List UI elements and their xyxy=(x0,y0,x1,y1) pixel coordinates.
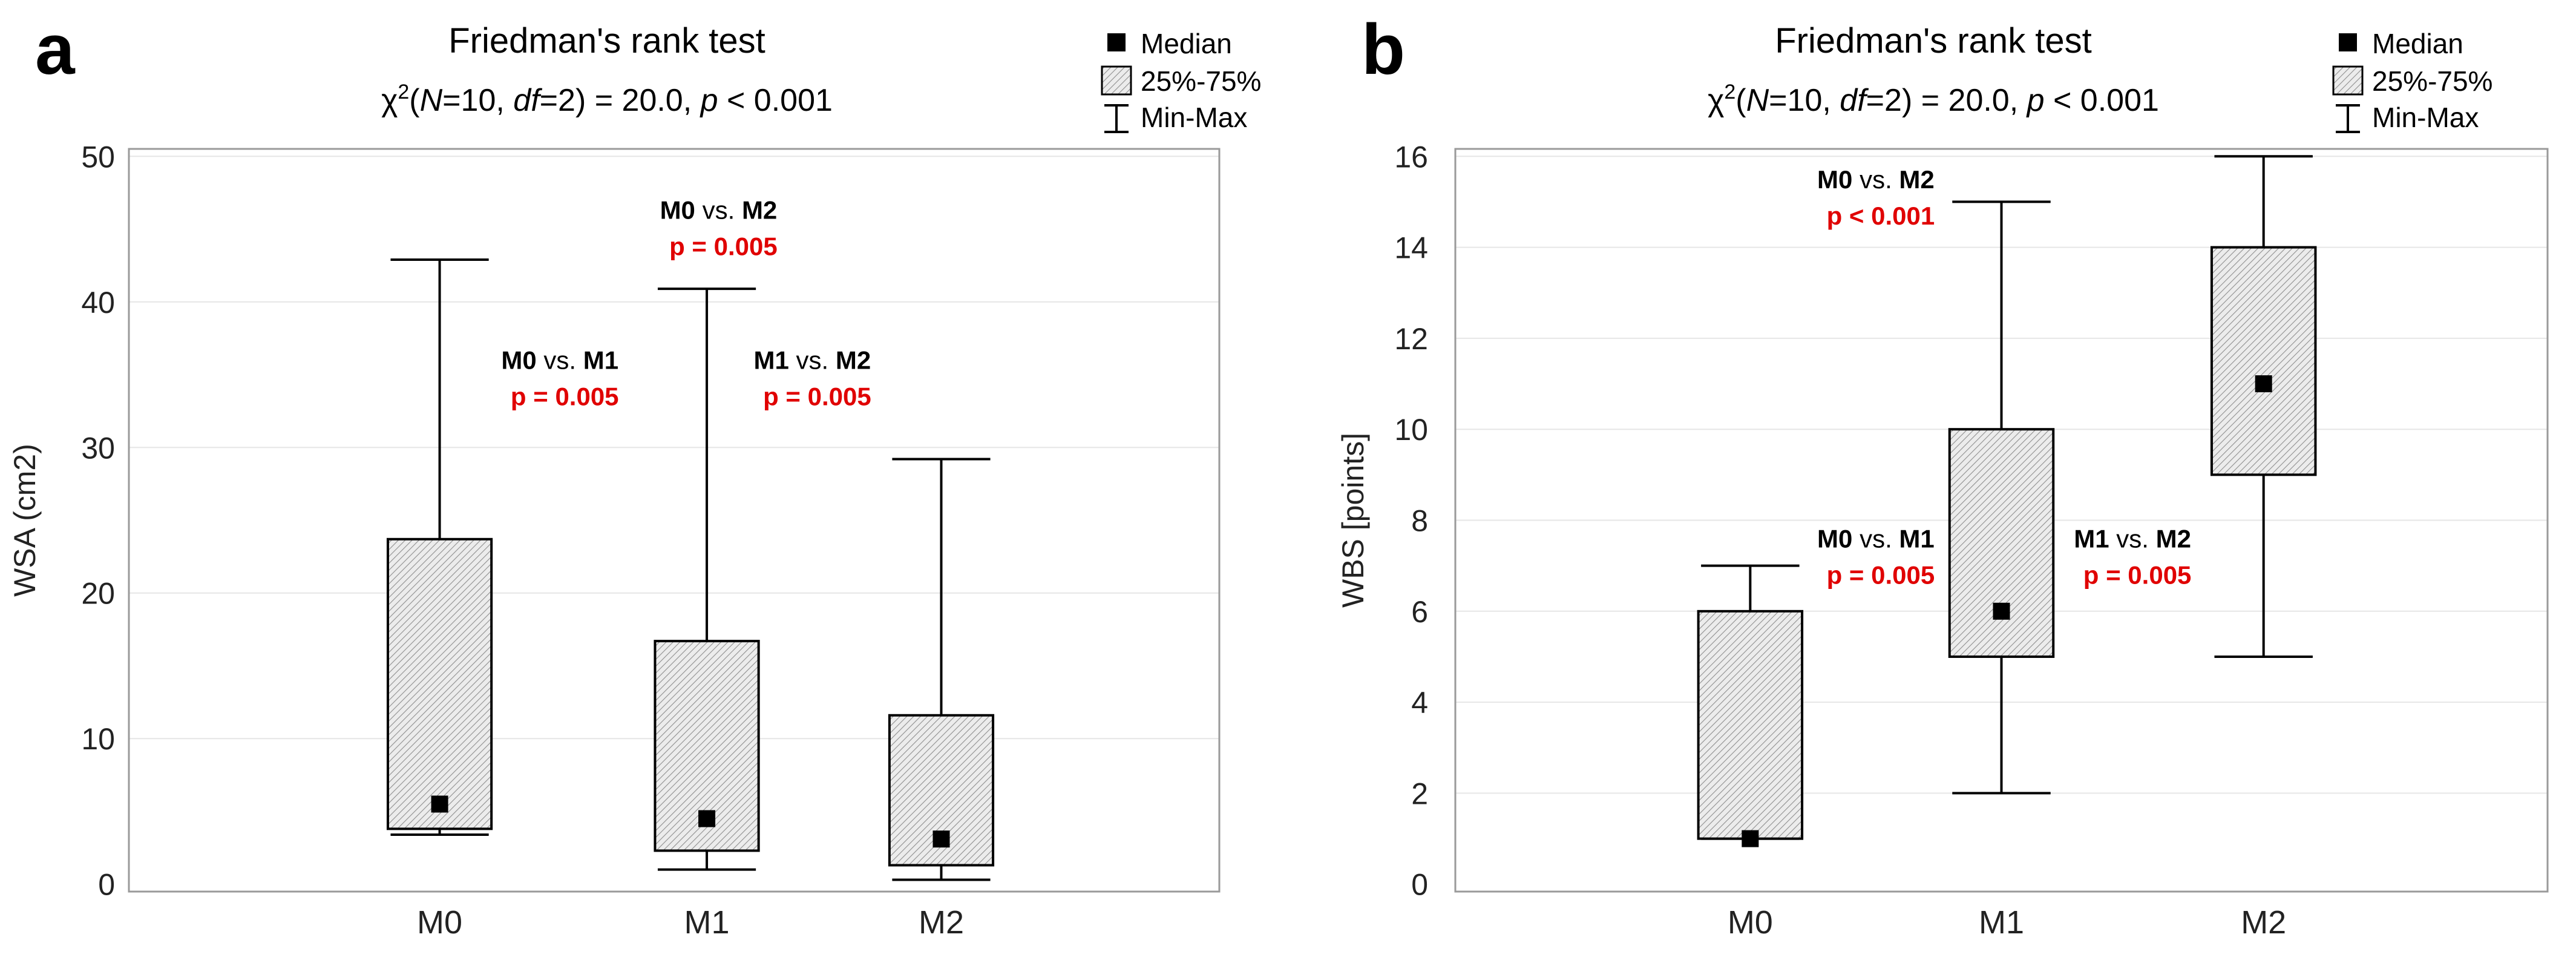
panel-a: a Friedman's rank test χ2(N=10, df=2) = 20… xyxy=(8,10,1261,941)
legend-median-label: Median xyxy=(2372,28,2463,59)
legend-whisker-swatch xyxy=(1104,104,1129,133)
comparison-annotation: M1 vs. M2 p = 0.005 xyxy=(2074,525,2191,590)
comparison-pvalue: p = 0.005 xyxy=(511,382,619,410)
y-tick-label: 10 xyxy=(81,722,115,756)
legend-whisker-swatch xyxy=(2336,104,2360,133)
box-M2 xyxy=(2210,155,2317,658)
chart-title: Friedman's rank test xyxy=(448,21,765,61)
comparison-label: M0 vs. M1 xyxy=(1817,525,1935,553)
box-M0 xyxy=(1697,564,1804,847)
legend: Median 25%-75% Min-Max xyxy=(2332,28,2492,133)
y-axis-label: WSA (cm2) xyxy=(8,444,42,597)
comparison-label: M0 vs. M1 xyxy=(501,346,618,374)
legend-median-label: Median xyxy=(1141,28,1232,59)
comparison-label: M0 vs. M2 xyxy=(660,196,778,225)
y-tick-label: 50 xyxy=(81,140,115,174)
box-M1 xyxy=(654,288,760,871)
comparison-annotation: M0 vs. M1 p = 0.005 xyxy=(1817,525,1935,590)
iqr-box xyxy=(1697,610,1804,840)
legend-median-swatch xyxy=(1107,33,1126,51)
y-tick-label: 0 xyxy=(1411,868,1428,902)
median-marker xyxy=(1742,830,1759,847)
chart-subtitle: χ2(N=10, df=2) = 20.0, p < 0.001 xyxy=(381,81,833,118)
median-marker xyxy=(2255,375,2272,393)
median-marker xyxy=(932,830,950,848)
legend-whisker-label: Min-Max xyxy=(1141,102,1247,133)
y-tick-label: 40 xyxy=(81,286,115,320)
x-tick-label: M2 xyxy=(919,904,964,941)
median-marker xyxy=(1993,602,2010,620)
legend-box-swatch xyxy=(1101,65,1132,96)
comparison-label: M0 vs. M2 xyxy=(1817,165,1935,194)
iqr-box xyxy=(2210,246,2317,476)
y-tick-label: 12 xyxy=(1394,322,1428,356)
x-tick-label: M1 xyxy=(684,904,730,941)
x-tick-label: M0 xyxy=(417,904,462,941)
y-tick-label: 4 xyxy=(1411,686,1428,720)
y-tick-label: 14 xyxy=(1394,231,1428,265)
plot-area xyxy=(1454,148,2549,893)
comparison-annotation: M0 vs. M2 p = 0.005 xyxy=(660,196,778,261)
chart-subtitle: χ2(N=10, df=2) = 20.0, p < 0.001 xyxy=(1708,81,2159,118)
comparison-pvalue: p = 0.005 xyxy=(2083,561,2192,590)
y-tick-label: 10 xyxy=(1394,413,1428,447)
y-tick-label: 16 xyxy=(1394,140,1428,174)
legend-box-label: 25%-75% xyxy=(1141,65,1261,97)
chart-title: Friedman's rank test xyxy=(1775,21,2092,61)
x-tick-label: M0 xyxy=(1728,904,1773,941)
y-tick-label: 8 xyxy=(1411,504,1428,538)
x-tick-label: M2 xyxy=(2241,904,2286,941)
comparison-pvalue: p = 0.005 xyxy=(1827,561,1935,590)
legend-box-swatch xyxy=(2332,65,2364,96)
median-marker xyxy=(698,810,716,827)
comparison-label: M1 vs. M2 xyxy=(754,346,871,374)
y-tick-label: 20 xyxy=(81,577,115,611)
comparison-annotation: M0 vs. M1 p = 0.005 xyxy=(501,346,618,410)
y-tick-label: 6 xyxy=(1411,595,1428,629)
comparison-pvalue: p = 0.005 xyxy=(763,382,871,410)
comparison-annotation: M1 vs. M2 p = 0.005 xyxy=(754,346,871,410)
iqr-box xyxy=(386,537,493,830)
y-tick-label: 2 xyxy=(1411,777,1428,810)
iqr-box xyxy=(1948,428,2055,658)
legend-box-label: 25%-75% xyxy=(2372,65,2492,97)
x-tick-label: M1 xyxy=(1979,904,2024,941)
legend: Median 25%-75% Min-Max xyxy=(1101,28,1261,133)
comparison-pvalue: p < 0.001 xyxy=(1827,202,1935,230)
y-tick-label: 0 xyxy=(98,868,115,902)
median-marker xyxy=(431,795,448,813)
comparison-pvalue: p = 0.005 xyxy=(669,232,778,261)
y-axis-label: WBS [points] xyxy=(1336,433,1370,608)
box-M1 xyxy=(1948,200,2055,795)
plot-area xyxy=(128,148,1221,893)
panel-label: a xyxy=(35,10,76,90)
legend-whisker-label: Min-Max xyxy=(2372,102,2479,133)
legend-median-swatch xyxy=(2339,33,2357,51)
panel-b: b Friedman's rank test χ2(N=10, df=2) = 20… xyxy=(1336,10,2549,941)
box-M0 xyxy=(386,258,493,836)
comparison-label: M1 vs. M2 xyxy=(2074,525,2191,553)
box-M2 xyxy=(888,458,995,881)
panel-label: b xyxy=(1362,10,1405,90)
y-tick-label: 30 xyxy=(81,431,115,465)
comparison-annotation: M0 vs. M2 p < 0.001 xyxy=(1817,165,1935,230)
